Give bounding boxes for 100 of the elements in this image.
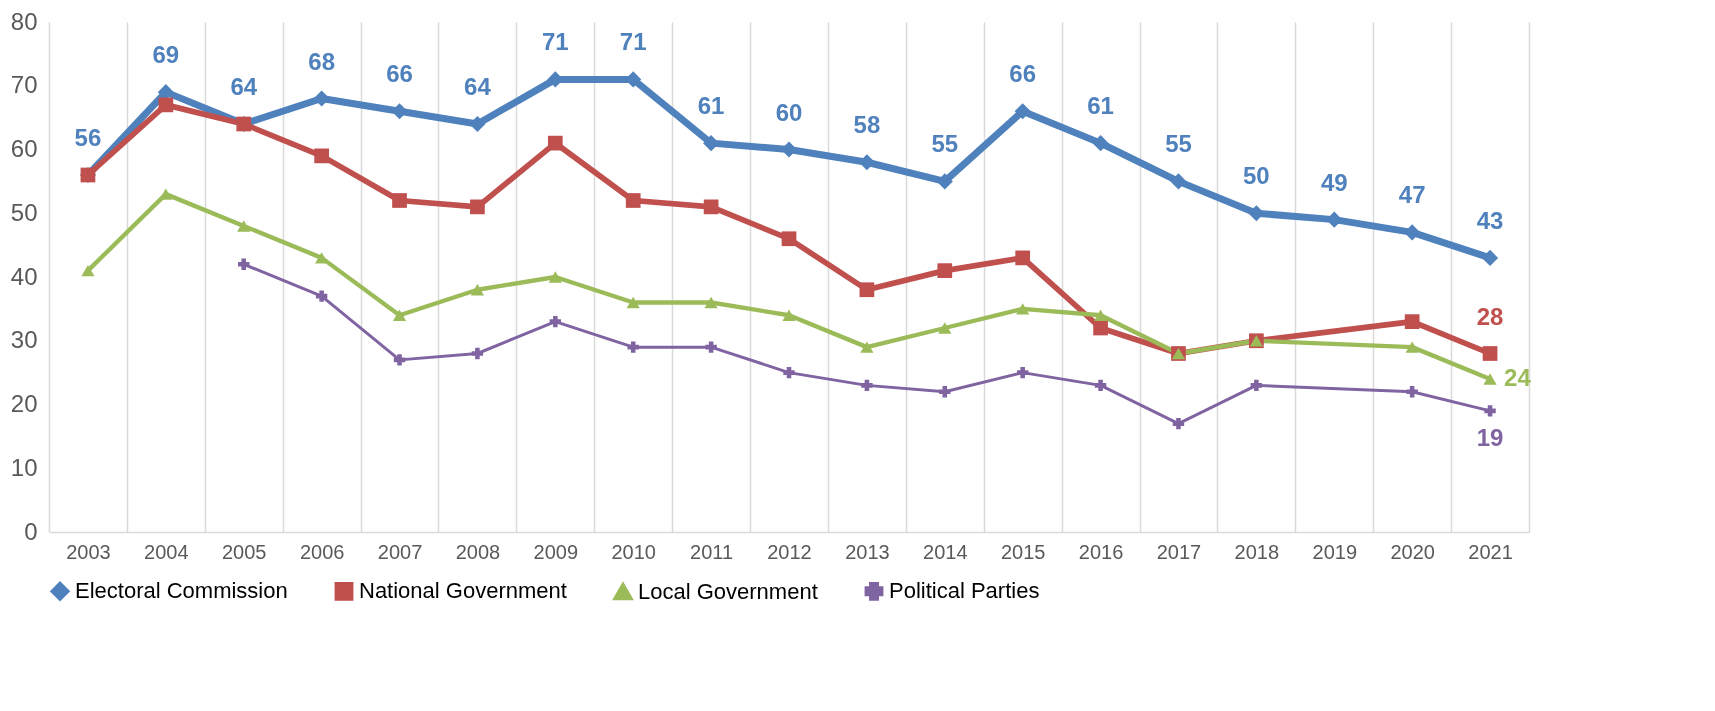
data-label: 50: [1243, 162, 1270, 190]
data-label: 69: [152, 41, 180, 69]
point: [315, 252, 329, 264]
y-tick-label: 10: [10, 453, 38, 481]
point: [1482, 346, 1498, 361]
x-tick-label: 2008: [455, 540, 501, 563]
point: [703, 199, 719, 215]
x-tick-label: 2003: [66, 540, 111, 563]
x-tick-label: 2011: [690, 540, 734, 563]
point: [1250, 379, 1263, 392]
x-tick-label: 2005: [221, 540, 267, 563]
data-label: 55: [931, 130, 959, 158]
x-tick-label: 2014: [923, 540, 968, 563]
point: [1172, 417, 1185, 430]
data-label: 71: [619, 28, 647, 56]
y-tick-label: 0: [24, 517, 38, 545]
data-label: 64: [230, 73, 258, 100]
x-tick-label: 2019: [1312, 540, 1358, 563]
x-tick-label: 2013: [845, 540, 890, 563]
point: [469, 115, 486, 133]
point: [392, 193, 407, 208]
point: [1483, 373, 1497, 385]
data-label: 68: [308, 47, 335, 75]
data-label: 64: [464, 73, 492, 100]
data-label: 56: [74, 124, 102, 151]
point: [1016, 366, 1029, 379]
x-tick-label: 2004: [144, 540, 189, 563]
point: [705, 341, 717, 353]
y-tick-label: 60: [10, 135, 38, 162]
legend-label: Electoral Commission: [75, 578, 288, 604]
data-label: 19: [1476, 423, 1504, 451]
x-tick-label: 2018: [1234, 540, 1280, 563]
point: [470, 284, 484, 296]
point: [314, 148, 329, 164]
point: [315, 290, 328, 302]
legend-label: Local Government: [638, 578, 818, 604]
point: [859, 282, 875, 298]
y-tick-label: 40: [10, 262, 38, 290]
point: [860, 341, 874, 353]
data-label: 61: [1087, 92, 1114, 120]
point: [1094, 309, 1108, 321]
data-label: 49: [1320, 168, 1348, 196]
point: [1484, 405, 1496, 417]
x-tick-label: 2017: [1156, 540, 1202, 563]
legend-label: Political Parties: [889, 578, 1040, 604]
data-label: 43: [1476, 206, 1504, 234]
data-label: 66: [1009, 60, 1037, 88]
point: [392, 309, 407, 321]
data-label: 58: [853, 111, 881, 139]
point: [861, 379, 873, 392]
point: [1404, 314, 1420, 329]
point: [471, 347, 484, 360]
y-tick-label: 20: [10, 390, 38, 417]
point: [1406, 386, 1418, 398]
data-label: 71: [541, 28, 569, 56]
x-tick-label: 2012: [767, 540, 812, 563]
point: [939, 386, 951, 398]
point: [1404, 224, 1421, 241]
point: [938, 322, 952, 334]
point: [626, 296, 640, 309]
point: [1016, 303, 1030, 315]
point: [470, 199, 485, 215]
point: [937, 263, 953, 278]
point: [781, 231, 797, 247]
point: [1015, 250, 1031, 266]
y-tick-label: 30: [10, 326, 38, 354]
data-label: 24: [1504, 364, 1532, 391]
point: [1093, 320, 1108, 336]
point: [1014, 103, 1031, 120]
x-tick-label: 2006: [299, 540, 345, 563]
x-tick-label: 2021: [1468, 540, 1513, 563]
data-label: 47: [1398, 181, 1426, 209]
point: [1092, 135, 1109, 152]
x-tick-label: 2010: [611, 540, 656, 563]
point: [1405, 341, 1419, 353]
point: [704, 296, 718, 309]
point: [81, 264, 95, 277]
y-tick-label: 50: [10, 198, 38, 226]
legend-label: National Government: [359, 578, 567, 604]
point: [1170, 173, 1187, 190]
point: [1094, 379, 1107, 392]
point: [625, 193, 641, 208]
data-label: 61: [697, 92, 725, 120]
y-tick-label: 70: [10, 71, 38, 99]
x-tick-label: 2015: [1000, 540, 1046, 563]
point: [158, 97, 174, 113]
point: [549, 315, 562, 328]
y-tick-label: 80: [10, 7, 38, 35]
point: [548, 271, 562, 283]
point: [782, 309, 796, 321]
point: [783, 366, 795, 379]
point: [238, 258, 250, 270]
point: [159, 188, 173, 200]
data-label: 60: [775, 98, 803, 126]
point: [237, 220, 251, 232]
point: [627, 341, 639, 353]
x-tick-label: 2016: [1078, 540, 1124, 563]
data-label: 55: [1165, 130, 1192, 158]
point: [393, 354, 406, 366]
x-tick-label: 2007: [377, 540, 423, 563]
